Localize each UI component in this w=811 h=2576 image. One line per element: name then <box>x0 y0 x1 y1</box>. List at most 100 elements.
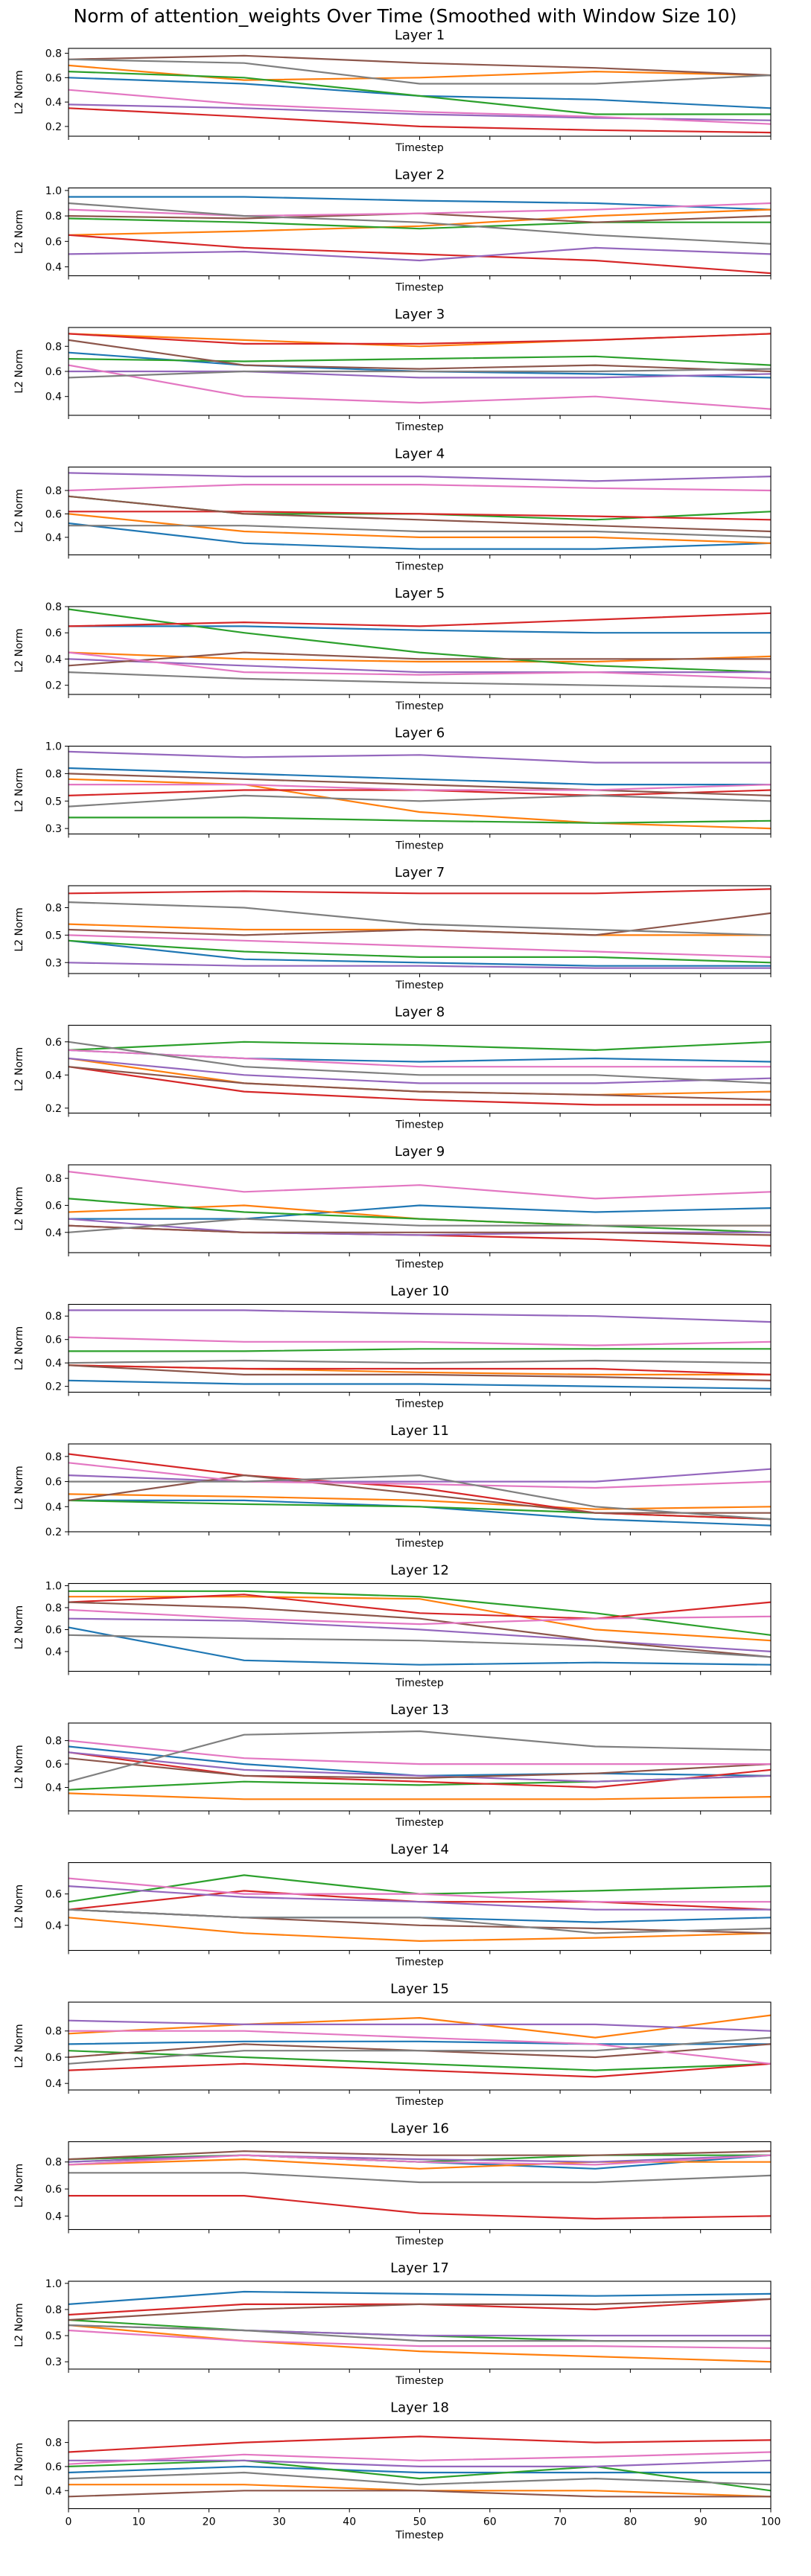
series-line-4 <box>69 234 771 275</box>
series-line-4 <box>69 1751 771 1789</box>
y-tick-label: 0.8 <box>45 211 62 223</box>
subplot-layer-6: Layer 6 0.3 0.5 0.8 1.0 Timestep L2 Norm <box>13 726 772 852</box>
series-line-6 <box>69 2150 771 2161</box>
subplot-layer-16: Layer 16 0.4 0.6 0.8 Timestep L2 Norm <box>13 2121 772 2248</box>
x-axis-label: Timestep <box>395 700 444 712</box>
y-axis-label: L2 Norm <box>13 210 25 254</box>
series-group <box>69 1590 771 1666</box>
series-line-6 <box>69 1601 771 1658</box>
series-line-7 <box>69 1171 771 1200</box>
y-tick-label: 0.4 <box>45 1783 62 1794</box>
subplot-title: Layer 7 <box>395 865 445 880</box>
series-line-6 <box>69 339 771 373</box>
y-axis-label: L2 Norm <box>13 907 25 951</box>
series-line-3 <box>69 816 771 824</box>
y-axis-label: L2 Norm <box>13 1047 25 1091</box>
series-line-1 <box>69 196 771 211</box>
series-line-6 <box>69 1066 771 1101</box>
series-line-5 <box>69 1468 771 1483</box>
x-axis-label: Timestep <box>395 1399 444 1410</box>
series-line-3 <box>69 1198 771 1233</box>
series-line-5 <box>69 246 771 262</box>
series-line-4 <box>69 511 771 521</box>
series-group <box>69 1874 771 1942</box>
y-axis-label: L2 Norm <box>13 1466 25 1509</box>
series-line-8 <box>69 1359 771 1364</box>
series-group <box>69 333 771 410</box>
y-tick-label: 0.6 <box>45 1889 62 1901</box>
y-tick-label: 0.8 <box>45 601 62 613</box>
series-line-8 <box>69 1474 771 1521</box>
series-line-1 <box>69 939 771 967</box>
series-line-8 <box>69 202 771 245</box>
series-line-7 <box>69 483 771 492</box>
series-line-6 <box>69 1364 771 1381</box>
x-tick-label: 0 <box>66 2516 72 2528</box>
y-axis-label: L2 Norm <box>13 1885 25 1928</box>
y-tick-label: 0.8 <box>45 903 62 915</box>
series-line-6 <box>69 2298 771 2321</box>
series-line-5 <box>69 658 771 674</box>
y-axis-label: L2 Norm <box>13 1326 25 1370</box>
y-tick-label: 0.4 <box>45 1920 62 1932</box>
y-tick-label: 0.4 <box>45 97 62 109</box>
subplot-title: Layer 1 <box>395 28 445 43</box>
series-line-7 <box>69 1739 771 1765</box>
subplot-layer-7: Layer 7 0.3 0.5 0.8 Timestep L2 Norm <box>13 865 772 991</box>
x-axis-label: Timestep <box>395 561 444 573</box>
y-axis-label: L2 Norm <box>13 2303 25 2347</box>
y-axis-label: L2 Norm <box>13 2024 25 2068</box>
y-axis-label: L2 Norm <box>13 2443 25 2487</box>
subplot-title: Layer 3 <box>395 307 445 322</box>
y-tick-label: 1.0 <box>45 741 62 753</box>
subplot-title: Layer 17 <box>390 2260 449 2276</box>
series-line-3 <box>69 2459 771 2492</box>
y-tick-label: 0.8 <box>45 1311 62 1323</box>
subplot-title: Layer 18 <box>390 2400 449 2416</box>
series-line-6 <box>69 54 771 77</box>
series-group <box>69 750 771 830</box>
series-line-8 <box>69 58 771 85</box>
y-tick-label: 0.6 <box>45 2052 62 2064</box>
subplot-title: Layer 10 <box>390 1284 449 1300</box>
y-axis-label: L2 Norm <box>13 2164 25 2208</box>
series-line-8 <box>69 1634 771 1658</box>
x-axis-label: Timestep <box>395 282 444 294</box>
series-line-4 <box>69 2435 771 2453</box>
x-axis-label: Timestep <box>395 1957 444 1969</box>
series-line-4 <box>69 1066 771 1106</box>
series-group <box>69 2435 771 2498</box>
y-tick-label: 0.6 <box>45 508 62 520</box>
series-line-7 <box>69 2030 771 2065</box>
series-line-8 <box>69 2036 771 2065</box>
series-line-1 <box>69 2290 771 2305</box>
y-tick-label: 0.6 <box>45 2461 62 2473</box>
series-line-7 <box>69 2329 771 2349</box>
subplot-layer-8: Layer 8 0.2 0.4 0.6 Timestep L2 Norm <box>13 1005 772 1131</box>
y-tick-label: 0.6 <box>45 627 62 639</box>
x-tick-label: 40 <box>343 2516 356 2528</box>
series-line-5 <box>69 1617 771 1652</box>
y-tick-label: 0.6 <box>45 72 62 84</box>
series-line-6 <box>69 495 771 533</box>
series-line-8 <box>69 1730 771 1783</box>
y-axis-label: L2 Norm <box>13 1605 25 1649</box>
y-tick-label: 0.8 <box>45 1451 62 1463</box>
series-line-7 <box>69 934 771 958</box>
series-line-6 <box>69 773 771 796</box>
y-tick-label: 0.6 <box>45 366 62 378</box>
series-line-2 <box>69 1917 771 1942</box>
series-line-1 <box>69 1626 771 1666</box>
x-axis-label: Timestep <box>395 1817 444 1829</box>
series-line-8 <box>69 901 771 936</box>
series-line-4 <box>69 333 771 345</box>
subplot-title: Layer 8 <box>395 1005 445 1020</box>
y-axis-label: L2 Norm <box>13 768 25 812</box>
subplot-layer-11: Layer 11 0.2 0.4 0.6 0.8 Timestep L2 Norm <box>13 1423 772 1550</box>
subplot-layer-1: Layer 1 0.2 0.4 0.6 0.8 Timestep L2 Norm <box>13 28 772 154</box>
x-axis-label: Timestep <box>395 421 444 433</box>
y-tick-label: 0.3 <box>45 823 62 835</box>
subplot-layer-15: Layer 15 0.4 0.6 0.8 Timestep L2 Norm <box>13 1981 772 2108</box>
subplot-title: Layer 4 <box>395 447 445 462</box>
series-line-5 <box>69 2154 771 2163</box>
